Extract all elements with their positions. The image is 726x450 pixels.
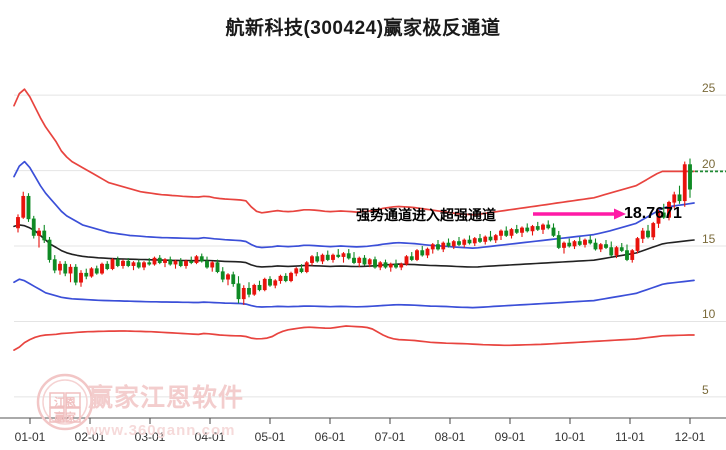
y-axis-tick: 20 — [702, 156, 716, 171]
x-axis-tick: 11-01 — [615, 430, 645, 444]
annotation-arrow — [533, 208, 626, 220]
y-axis-tick: 10 — [702, 307, 716, 322]
channel-bands — [13, 88, 695, 351]
x-axis-tick: 09-01 — [494, 430, 526, 444]
x-axis — [0, 417, 726, 424]
watermark-brand: 赢家江恩软件 — [88, 384, 245, 412]
y-axis-tick: 25 — [702, 81, 716, 96]
x-axis-tick: 08-01 — [434, 430, 466, 444]
seal-top-text: 江恩 — [54, 397, 76, 409]
candlestick-series — [16, 158, 692, 305]
x-axis-tick: 03-01 — [134, 430, 166, 444]
page-title: 航新科技(300424)赢家极反通道 — [225, 18, 501, 39]
y-axis-tick: 15 — [702, 232, 716, 247]
x-axis-tick: 05-01 — [254, 430, 286, 444]
x-axis-tick: 10-01 — [554, 430, 586, 444]
x-axis-tick: 07-01 — [374, 430, 406, 444]
watermark-url: www.360gann.com — [86, 422, 236, 439]
x-axis-tick: 04-01 — [194, 430, 226, 444]
x-axis-tick: 06-01 — [314, 430, 346, 444]
watermark-seal-icon: 江恩 赢家 — [36, 373, 94, 431]
seal-bottom-text: 赢家 — [54, 412, 76, 424]
last-price-label: 18.7671 — [624, 205, 682, 222]
x-axis-tick: 01-01 — [14, 430, 46, 444]
x-axis-tick: 12-01 — [674, 430, 706, 444]
x-axis-tick: 02-01 — [74, 430, 106, 444]
y-axis-tick: 5 — [702, 382, 709, 397]
annotation-label: 强势通道进入超强通道 — [356, 207, 496, 223]
